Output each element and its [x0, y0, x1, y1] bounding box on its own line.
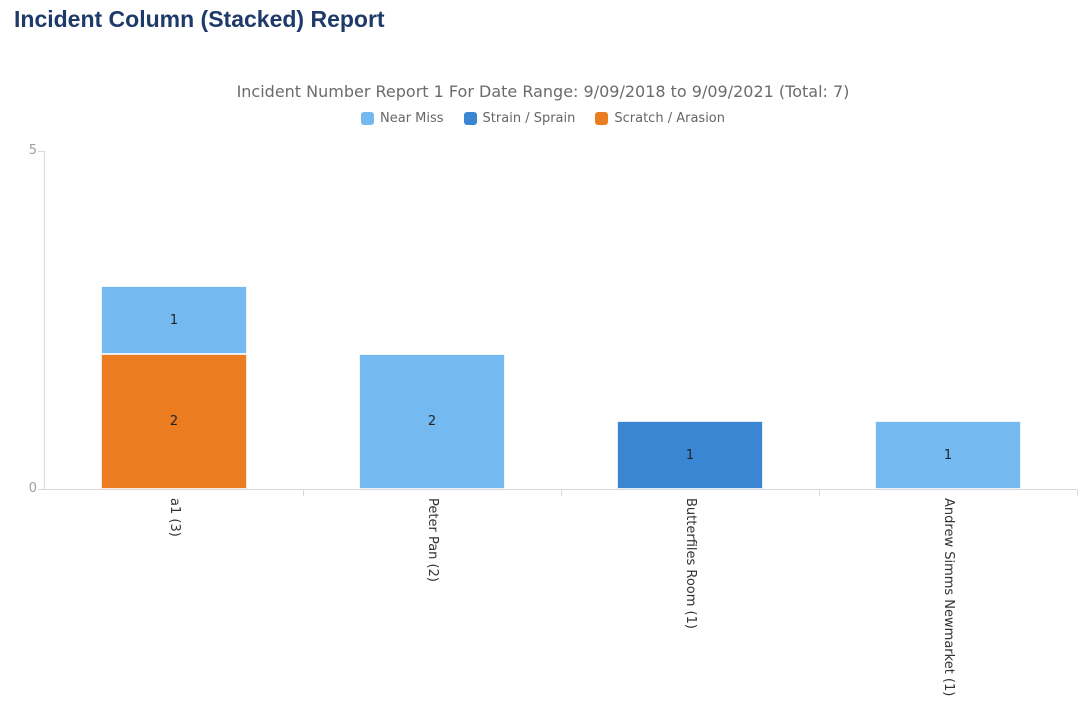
bar-segment-value: 1: [943, 447, 953, 463]
x-axis-category-label: Peter Pan (2): [425, 498, 440, 582]
bar-segment[interactable]: 1: [101, 286, 247, 354]
bar-segment-value: 2: [427, 413, 437, 429]
x-axis-tick: [560, 490, 562, 496]
bar-segment[interactable]: 2: [101, 353, 247, 489]
y-axis-tick: [38, 150, 44, 152]
y-axis-label: 0: [28, 481, 37, 496]
bar-segment[interactable]: 2: [359, 353, 505, 489]
x-axis-tick: [818, 490, 820, 496]
bar-segment-value: 2: [169, 413, 179, 429]
chart-legend: Near Miss Strain / Sprain Scratch / Arasio…: [0, 111, 1086, 126]
x-axis-category-label: a1 (3): [167, 498, 182, 537]
legend-swatch-icon: [463, 112, 477, 125]
bar-segment-value: 1: [685, 447, 695, 463]
x-axis-tick: [1076, 490, 1078, 496]
legend-swatch-icon: [361, 112, 374, 125]
y-axis-tick: [38, 488, 44, 490]
chart-title: Incident Number Report 1 For Date Range:…: [236, 82, 850, 101]
x-axis-tick: [302, 490, 304, 496]
x-axis-category-label: Butterfiles Room (1): [683, 498, 698, 629]
legend-item[interactable]: Strain / Sprain: [463, 111, 576, 126]
plot-area: 0 5 2 1 a1 (3) 2 Peter Pan (2) 1 Butterfiles Roo…: [29, 144, 1078, 696]
legend-item[interactable]: Scratch / Arasion: [595, 111, 725, 126]
legend-item-label: Strain / Sprain: [482, 111, 576, 126]
legend-item-label: Scratch / Arasion: [614, 111, 725, 126]
legend-swatch-icon: [595, 112, 609, 125]
bar-segment-value: 1: [169, 312, 179, 328]
legend-item-label: Near Miss: [380, 111, 444, 126]
x-axis-category-label: Andrew Simms Newmarket (1): [941, 498, 956, 697]
bar-segment[interactable]: 1: [617, 421, 763, 489]
bar-segment[interactable]: 1: [875, 421, 1021, 489]
legend-item[interactable]: Near Miss: [361, 111, 444, 126]
y-axis-label: 5: [28, 143, 37, 158]
page-title: Incident Column (Stacked) Report: [14, 6, 385, 32]
